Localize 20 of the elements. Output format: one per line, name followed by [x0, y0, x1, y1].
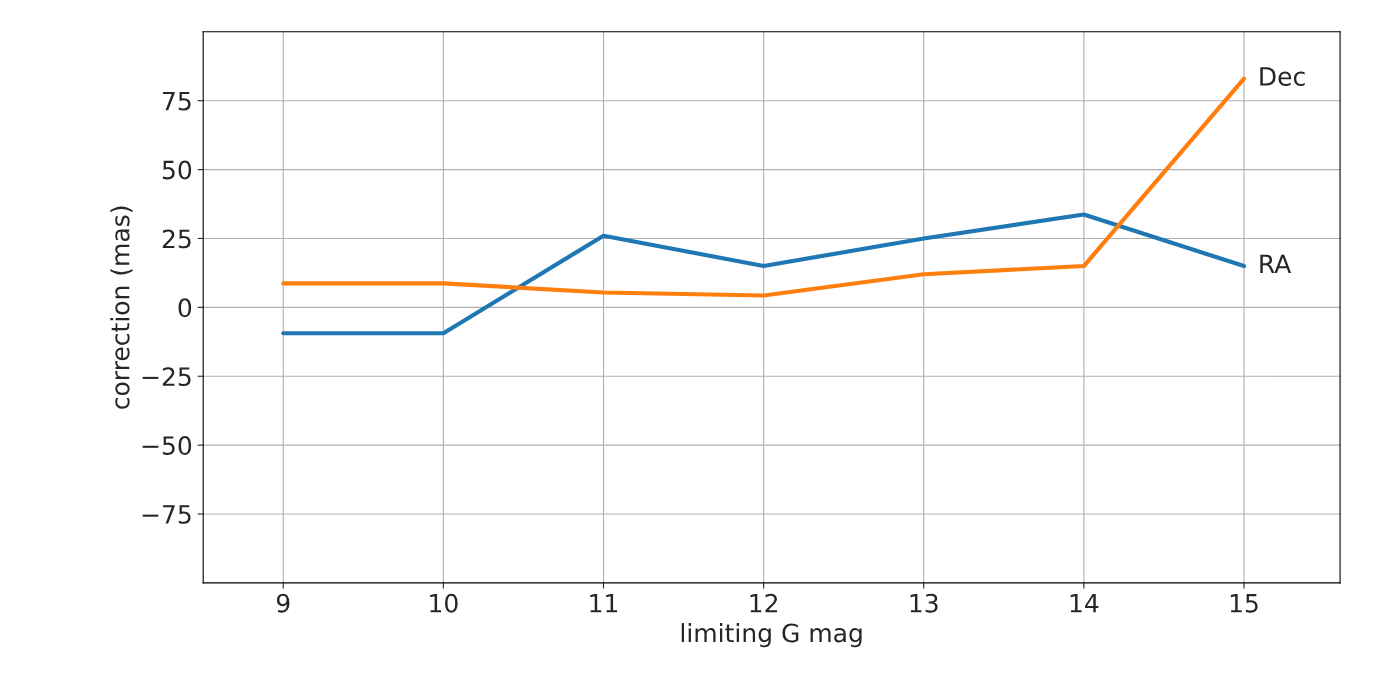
line-series	[281, 212, 1247, 336]
x-tick-label: 15	[1230, 594, 1258, 613]
x-axis-title: limiting G mag	[681, 623, 862, 648]
line-series	[281, 76, 1247, 298]
y-tick-label: 25	[162, 229, 191, 249]
x-tick-label: 10	[430, 593, 458, 613]
y-axis-title: correction (mas)	[110, 206, 133, 409]
x-tick-label: 11	[590, 594, 618, 613]
x-tick-label: 13	[910, 593, 938, 613]
series-label: RA	[1260, 254, 1292, 273]
y-tick-label: 75	[163, 91, 191, 111]
y-tick-label: −75	[142, 505, 191, 524]
y-tick-label: −50	[142, 436, 192, 455]
x-tick-label: 14	[1070, 594, 1099, 613]
x-tick-label: 9	[276, 593, 290, 613]
y-tick-label: −25	[142, 367, 191, 387]
y-tick-label: 0	[178, 298, 192, 318]
x-tick-label: 12	[750, 593, 778, 613]
series-label: Dec	[1260, 67, 1305, 86]
y-tick-label: 50	[162, 160, 192, 180]
